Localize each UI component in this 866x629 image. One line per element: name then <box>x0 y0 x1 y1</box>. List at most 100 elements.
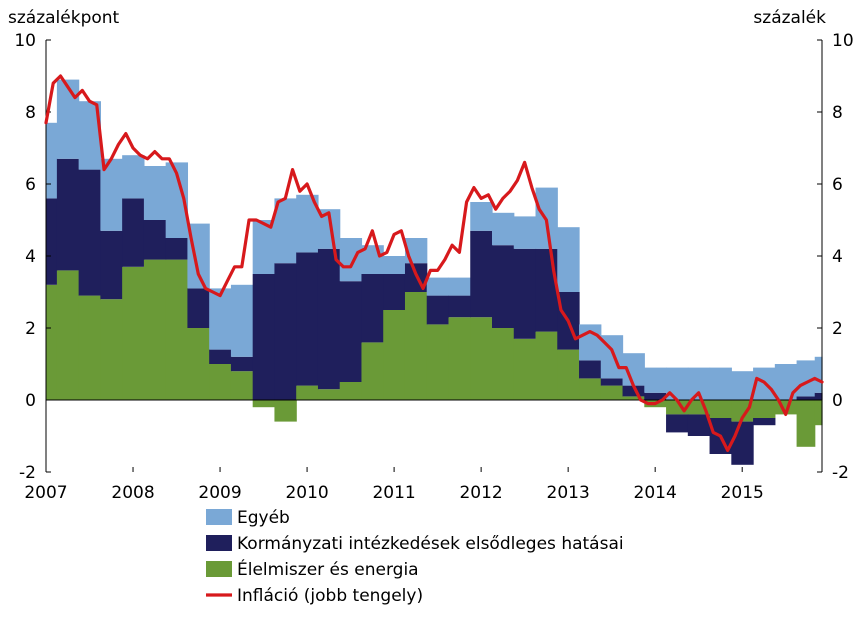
bar-kormanyzati <box>535 248 558 332</box>
bar-egyeb <box>230 284 254 357</box>
stacked-bars <box>46 79 823 465</box>
tick-labels: -2 -2 0 0 2 2 4 4 6 6 8 8 10 10 2007 2008 2009 2010 2011 20… <box>14 31 853 503</box>
bar-elelmiszer <box>557 349 580 400</box>
legend-label-inflacio: Infláció (jobb tengely) <box>237 586 423 606</box>
bar-kormanyzati <box>731 421 754 465</box>
bar-egyeb <box>731 371 754 400</box>
bar-egyeb <box>470 202 493 231</box>
bar-egyeb <box>666 367 689 400</box>
bar-elelmiszer <box>230 371 254 400</box>
bar-kormanyzati <box>753 418 776 426</box>
right-tick-label: 10 <box>832 31 854 51</box>
legend-label-egyeb: Egyéb <box>237 508 290 528</box>
x-tick-label: 2011 <box>372 483 415 503</box>
bar-egyeb <box>814 356 823 393</box>
bar-elelmiszer <box>339 382 363 400</box>
bar-elelmiszer <box>317 389 341 400</box>
x-tick-label: 2007 <box>24 483 67 503</box>
left-tick-label: -2 <box>19 463 36 483</box>
bar-egyeb <box>426 277 450 296</box>
bar-egyeb <box>687 367 711 400</box>
x-tick-label: 2010 <box>285 483 328 503</box>
bar-kormanyzati <box>252 274 276 400</box>
bar-elelmiszer <box>448 317 471 400</box>
right-axis-unit: százalék <box>753 8 826 28</box>
bar-elelmiszer <box>535 331 558 400</box>
bar-elelmiszer <box>143 259 167 400</box>
bar-kormanyzati <box>687 414 711 436</box>
bar-kormanyzati <box>122 198 145 267</box>
right-tick-label: 8 <box>832 103 843 123</box>
bar-elelmiszer <box>252 400 276 408</box>
bar-kormanyzati <box>296 252 319 386</box>
bar-kormanyzati <box>165 238 189 260</box>
x-tick-label: 2009 <box>198 483 241 503</box>
bar-elelmiszer <box>361 342 384 400</box>
right-tick-label: 0 <box>832 391 843 411</box>
bar-egyeb <box>46 122 58 199</box>
left-tick-label: 10 <box>14 31 36 51</box>
bar-egyeb <box>78 101 101 170</box>
x-tick-label: 2008 <box>111 483 154 503</box>
bar-kormanyzati <box>230 356 254 372</box>
bar-kormanyzati <box>513 248 537 339</box>
bar-egyeb <box>100 158 123 231</box>
bar-kormanyzati <box>209 349 232 364</box>
bar-elelmiszer <box>709 400 732 418</box>
bar-kormanyzati <box>383 274 406 310</box>
legend: Egyéb Kormányzati intézkedések elsődleges… <box>206 508 624 606</box>
axes <box>45 39 823 473</box>
bar-elelmiszer <box>404 292 428 400</box>
bar-elelmiszer <box>579 378 602 400</box>
x-tick-label: 2014 <box>634 483 677 503</box>
right-tick-label: 2 <box>832 319 843 339</box>
bar-egyeb <box>492 212 515 246</box>
left-tick-label: 0 <box>25 391 36 411</box>
bar-kormanyzati <box>666 414 689 433</box>
bar-elelmiszer <box>165 259 189 400</box>
left-axis-unit: százalékpont <box>8 8 120 28</box>
bar-egyeb <box>513 216 537 249</box>
bar-elelmiszer <box>187 328 210 400</box>
bar-kormanyzati <box>814 392 823 400</box>
right-tick-label: -2 <box>832 463 849 483</box>
legend-swatch-kormanyzati <box>206 535 232 551</box>
bar-kormanyzati <box>448 295 471 318</box>
bar-elelmiszer <box>274 400 297 422</box>
bar-egyeb <box>165 162 189 238</box>
bar-egyeb <box>383 256 406 274</box>
bar-kormanyzati <box>579 360 602 379</box>
bar-elelmiszer <box>513 338 537 400</box>
bar-elelmiszer <box>296 385 319 400</box>
bar-elelmiszer <box>814 400 823 426</box>
bar-elelmiszer <box>731 400 754 422</box>
left-tick-label: 2 <box>25 319 36 339</box>
bar-kormanyzati <box>426 295 450 325</box>
bar-egyeb <box>448 277 471 296</box>
left-tick-label: 8 <box>25 103 36 123</box>
bar-kormanyzati <box>622 385 645 397</box>
bar-kormanyzati <box>470 230 493 318</box>
bar-elelmiszer <box>56 270 80 400</box>
bar-elelmiszer <box>753 400 776 418</box>
bar-kormanyzati <box>644 392 667 400</box>
bar-kormanyzati <box>274 263 297 400</box>
bar-egyeb <box>209 288 232 350</box>
inflation-line <box>44 74 824 452</box>
left-tick-label: 4 <box>25 247 36 267</box>
x-tick-label: 2015 <box>721 483 764 503</box>
bar-egyeb <box>774 364 798 400</box>
bar-egyeb <box>644 367 667 393</box>
bar-elelmiszer <box>470 317 493 400</box>
bar-egyeb <box>143 166 167 220</box>
left-tick-label: 6 <box>25 175 36 195</box>
bar-kormanyzati <box>46 198 58 285</box>
bar-egyeb <box>252 220 276 274</box>
bar-kormanyzati <box>187 288 210 328</box>
bar-kormanyzati <box>143 220 167 260</box>
bar-egyeb <box>622 353 645 386</box>
bar-egyeb <box>579 324 602 361</box>
bar-elelmiszer <box>209 364 232 400</box>
x-tick-label: 2013 <box>547 483 590 503</box>
bar-kormanyzati <box>361 274 384 343</box>
